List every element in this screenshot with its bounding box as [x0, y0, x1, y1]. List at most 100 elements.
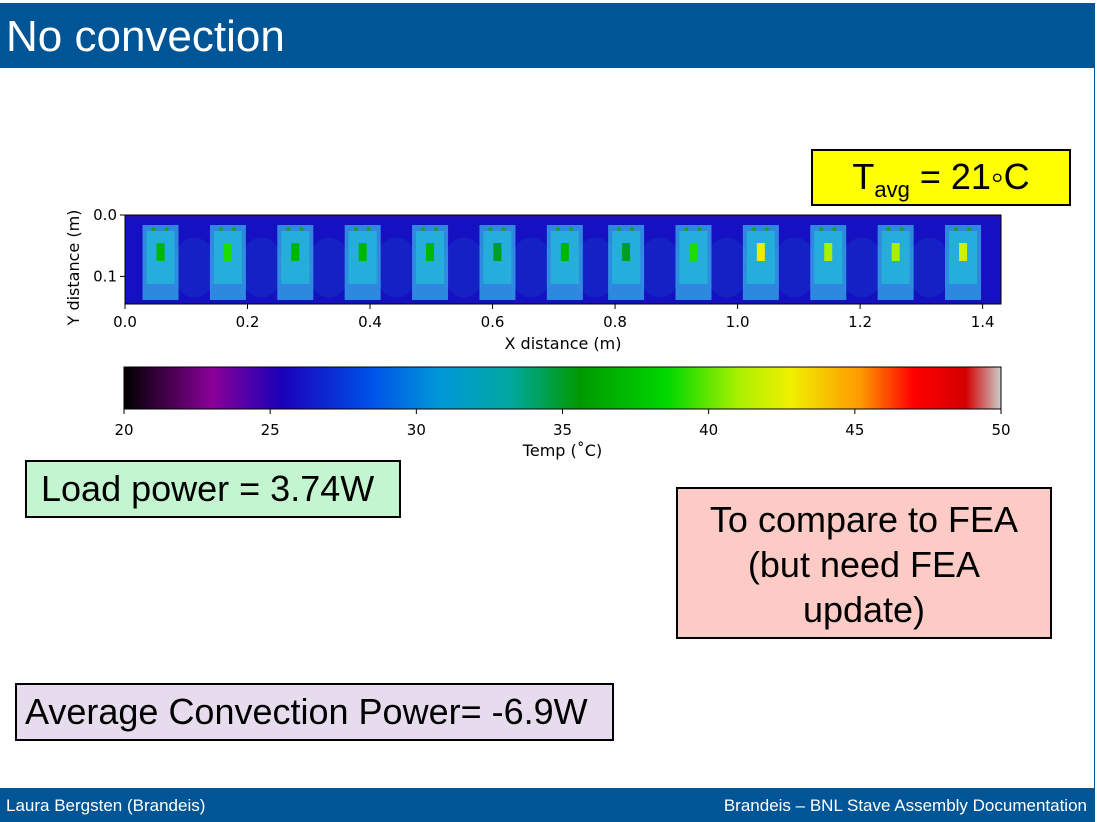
load-power-box: Load power = 3.74W [25, 460, 401, 518]
module-hotspot [756, 243, 765, 261]
footer-author: Laura Bergsten (Brandeis) [6, 796, 206, 815]
module-pad [630, 227, 635, 231]
colorbar-gradient [123, 366, 1002, 410]
module-hotspot [426, 243, 435, 261]
heatmap-cool-gap [839, 237, 884, 298]
heatmap-cool-gap [441, 237, 486, 298]
module-pad [151, 227, 156, 231]
colorbar-tick-label: 40 [699, 421, 718, 439]
heatmap-module [546, 225, 583, 300]
heatmap-cool-gap [509, 237, 554, 298]
heatmap-cool-gap [239, 237, 284, 298]
module-pad [684, 227, 689, 231]
heatmap-cool-gap [705, 237, 750, 298]
colorbar-tick-label: 30 [407, 421, 426, 439]
colorbar: 20 25 30 35 40 45 50 Temp (˚C) [114, 366, 1011, 460]
module-pad [764, 227, 769, 231]
slide-title: No convection [6, 12, 285, 61]
heatmap-module [277, 225, 314, 300]
heatmap-module [412, 225, 449, 300]
heatmap-module [209, 225, 246, 300]
fea-note-line-3: update) [802, 589, 926, 630]
heatmap-plot [124, 214, 1002, 305]
heatmap-module [344, 225, 381, 300]
module-pad [353, 227, 358, 231]
heatmap-cool-gap [907, 237, 952, 298]
module-pad [164, 227, 169, 231]
module-pad [218, 227, 223, 231]
module-pad [421, 227, 426, 231]
module-hotspot [493, 243, 502, 261]
module-pad [617, 227, 622, 231]
y-axis-label: Y distance (m) [64, 210, 83, 327]
module-pad [568, 227, 573, 231]
footer-bar: Laura Bergsten (Brandeis) Brandeis – BNL… [0, 788, 1095, 822]
y-tick-label: 0.0 [93, 206, 117, 224]
module-pad [967, 227, 972, 231]
title-bar: No convection [0, 3, 1095, 68]
heatmap-cool-gap [573, 237, 618, 298]
colorbar-tick-label: 25 [261, 421, 280, 439]
module-hotspot [223, 243, 232, 261]
heatmap-module [810, 225, 847, 300]
heatmap-module [142, 225, 179, 300]
heatmap-frame [124, 214, 1002, 305]
heatmap-module [877, 225, 914, 300]
module-pad [886, 227, 891, 231]
footer-project: Brandeis – BNL Stave Assembly Documentat… [723, 796, 1087, 815]
heatmap-axes: 0.0 0.2 0.4 0.6 0.8 1.0 1.2 1.4 0.0 0.1 X distance… [64, 206, 995, 353]
heatmap-module [675, 225, 712, 300]
tavg-subscript: avg [874, 177, 910, 202]
heatmap-module [742, 225, 779, 300]
heatmap-module [479, 225, 516, 300]
tavg-box: Tavg = 21◦C [811, 149, 1071, 206]
module-pad [899, 227, 904, 231]
heatmap-cool-gap [374, 237, 419, 298]
x-tick-label: 0.8 [603, 313, 627, 331]
x-tick-label: 1.2 [848, 313, 872, 331]
heatmap-module [608, 225, 645, 300]
x-tick-label: 0.0 [113, 313, 137, 331]
module-pad [488, 227, 493, 231]
module-pad [697, 227, 702, 231]
module-pad [819, 227, 824, 231]
module-hotspot [689, 243, 698, 261]
colorbar-tick-label: 35 [553, 421, 572, 439]
module-pad [299, 227, 304, 231]
x-tick-label: 0.4 [358, 313, 382, 331]
module-pad [366, 227, 371, 231]
module-pad [555, 227, 560, 231]
module-hotspot [959, 243, 968, 261]
module-hotspot [291, 243, 300, 261]
heatmap-top-edge [125, 215, 1001, 218]
module-hotspot [891, 243, 900, 261]
fea-note-box: To compare to FEA (but need FEA update) [676, 487, 1052, 639]
colorbar-tick-label: 50 [991, 421, 1010, 439]
x-axis-label: X distance (m) [505, 334, 622, 353]
x-tick-label: 0.2 [236, 313, 260, 331]
module-pad [434, 227, 439, 231]
heatmap-cool-gap [172, 237, 217, 298]
module-pad [954, 227, 959, 231]
right-rule [1094, 68, 1095, 788]
convection-power-box: Average Convection Power= -6.9W [15, 683, 614, 741]
heatmap-module [945, 225, 982, 300]
module-pad [286, 227, 291, 231]
module-pad [231, 227, 236, 231]
module-hotspot [824, 243, 833, 261]
y-tick-label: 0.1 [93, 267, 117, 285]
module-pad [832, 227, 837, 231]
module-pad [501, 227, 506, 231]
module-hotspot [622, 243, 631, 261]
colorbar-tick-label: 20 [114, 421, 133, 439]
fea-note-line-1: To compare to FEA [709, 499, 1019, 540]
fea-note-line-2: (but need FEA [747, 544, 981, 585]
module-hotspot [156, 243, 165, 261]
x-tick-label: 1.0 [726, 313, 750, 331]
colorbar-tick-label: 45 [845, 421, 864, 439]
heatmap-cool-gap [637, 237, 682, 298]
module-hotspot [560, 243, 569, 261]
x-tick-label: 1.4 [971, 313, 995, 331]
heatmap-cool-gap [306, 237, 351, 298]
